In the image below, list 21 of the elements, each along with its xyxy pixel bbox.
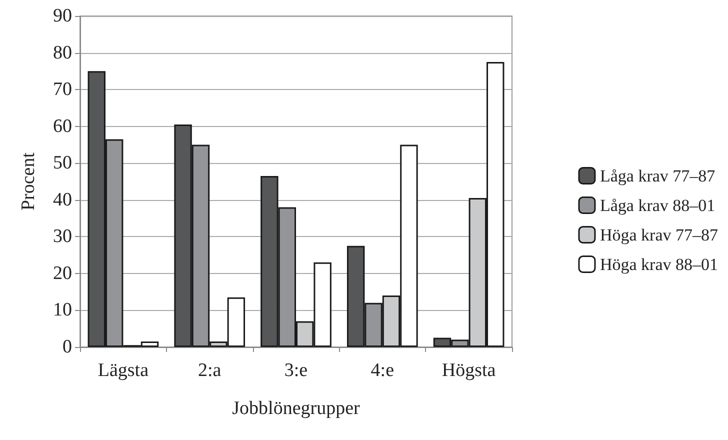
- y-tick-label: 20: [53, 262, 72, 284]
- y-axis-title: Procent: [18, 152, 39, 211]
- y-tick-label: 50: [53, 152, 72, 174]
- y-tick-label: 70: [53, 79, 72, 100]
- x-tick-label: Högsta: [442, 360, 496, 381]
- legend-label: Höga krav 77–87: [600, 225, 718, 244]
- legend-label: Höga krav 88–01: [600, 254, 718, 274]
- legend-label: Låga krav 77–87: [600, 166, 716, 186]
- y-tick-label: 80: [53, 42, 72, 64]
- y-tick-label: 30: [53, 226, 72, 248]
- y-tick-label: 10: [53, 300, 72, 321]
- legend-label: Låga krav 88–01: [600, 196, 716, 215]
- x-tick-label: 3:e: [284, 360, 308, 381]
- y-tick-label: 60: [53, 116, 72, 137]
- y-tick-label: 90: [53, 6, 72, 26]
- y-tick-label: 40: [53, 189, 72, 210]
- x-tick-label: Lägsta: [98, 360, 150, 381]
- x-tick-label: 2:a: [198, 360, 222, 381]
- x-axis-title: Jobblönegrupper: [232, 398, 361, 419]
- x-tick-label: 4:e: [370, 360, 394, 381]
- y-tick-label: 0: [62, 336, 72, 358]
